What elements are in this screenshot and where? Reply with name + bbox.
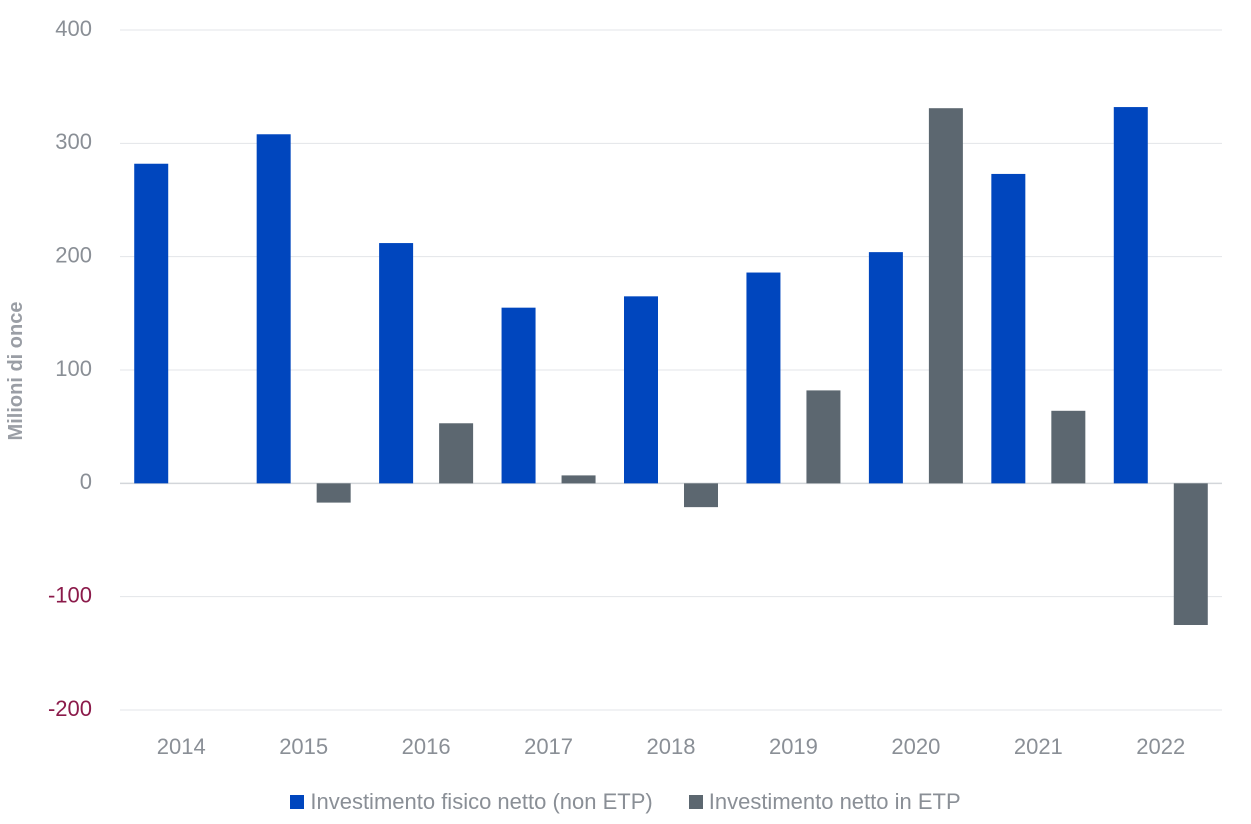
bar-physical-2015 xyxy=(256,134,291,484)
x-axis-ticks: 2014 2015 2016 2017 2018 2019 2020 2021 2022 xyxy=(157,734,1186,759)
x-tick-label: 2015 xyxy=(279,734,328,759)
legend-item-physical: Investimento fisico netto (non ETP) xyxy=(290,789,653,815)
x-tick-label: 2014 xyxy=(157,734,206,759)
bar-etp-2017 xyxy=(561,475,596,484)
legend-swatch-etp xyxy=(688,795,703,809)
x-tick-label: 2018 xyxy=(647,734,696,759)
bar-etp-2021 xyxy=(1051,410,1086,484)
x-tick-label: 2016 xyxy=(402,734,451,759)
legend-label-physical: Investimento fisico netto (non ETP) xyxy=(310,789,653,814)
bar-physical-2019 xyxy=(746,272,781,484)
bar-physical-2017 xyxy=(501,307,536,484)
bar-physical-2021 xyxy=(991,173,1026,484)
x-tick-label: 2017 xyxy=(524,734,573,759)
bar-etp-2015 xyxy=(316,483,351,503)
bar-etp-2022 xyxy=(1173,483,1208,625)
legend: Investimento fisico netto (non ETP) Inve… xyxy=(0,789,1251,815)
bars xyxy=(134,107,1208,625)
y-tick-label: 200 xyxy=(55,242,92,267)
bar-etp-2020 xyxy=(928,108,963,484)
gridlines xyxy=(120,29,1222,711)
y-tick-label: -100 xyxy=(48,582,92,607)
bar-physical-2018 xyxy=(624,296,658,484)
bar-etp-2018 xyxy=(684,483,718,508)
x-tick-label: 2020 xyxy=(891,734,940,759)
x-tick-label: 2021 xyxy=(1014,734,1063,759)
bar-etp-2019 xyxy=(806,390,841,484)
bar-etp-2016 xyxy=(439,423,474,484)
legend-label-etp: Investimento netto in ETP xyxy=(708,789,961,814)
y-tick-label: 100 xyxy=(55,356,92,381)
legend-item-etp: Investimento netto in ETP xyxy=(688,789,961,815)
x-tick-label: 2019 xyxy=(769,734,818,759)
bar-physical-2020 xyxy=(868,252,903,484)
bar-physical-2014 xyxy=(134,163,169,484)
y-tick-label: -200 xyxy=(48,696,92,721)
bar-physical-2016 xyxy=(379,243,414,484)
y-tick-label: 0 xyxy=(80,469,92,494)
x-tick-label: 2022 xyxy=(1136,734,1185,759)
bar-physical-2022 xyxy=(1113,107,1148,484)
y-axis-label: Milioni di once xyxy=(5,302,27,441)
y-tick-label: 400 xyxy=(55,16,92,41)
y-axis-ticks: 400 300 200 100 0 -100 -200 xyxy=(48,16,92,721)
legend-swatch-physical xyxy=(290,795,305,809)
y-tick-label: 300 xyxy=(55,129,92,154)
